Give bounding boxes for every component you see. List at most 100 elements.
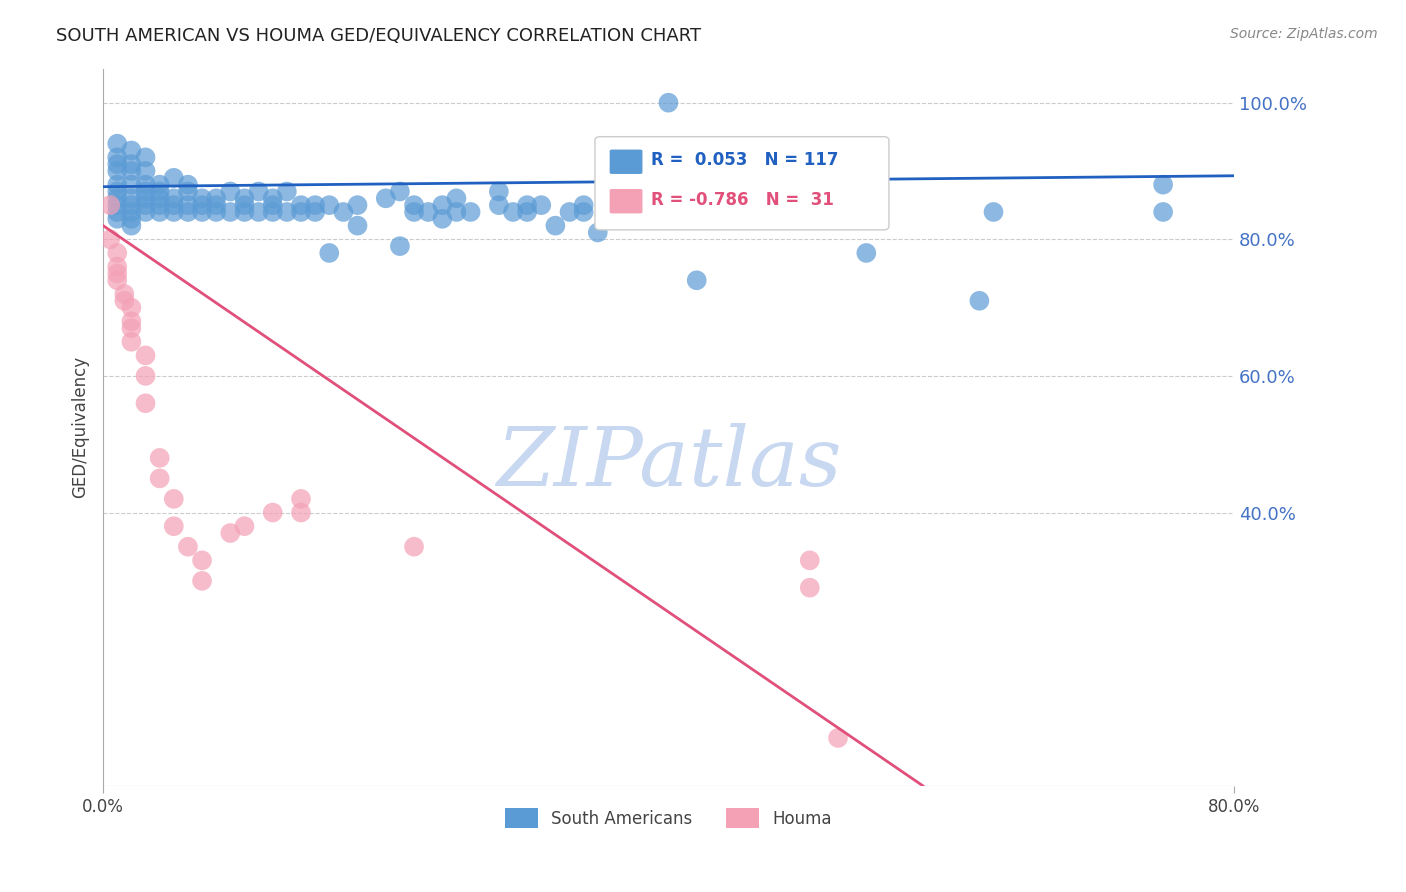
Point xyxy=(105,191,128,205)
Point xyxy=(135,396,157,410)
FancyBboxPatch shape xyxy=(610,150,643,174)
Point xyxy=(558,205,581,219)
Point xyxy=(219,185,242,199)
Point xyxy=(418,205,440,219)
Point xyxy=(177,205,200,219)
Point xyxy=(163,191,186,205)
Point xyxy=(304,205,326,219)
Point xyxy=(983,205,1005,219)
Point xyxy=(969,293,991,308)
Point xyxy=(135,164,157,178)
Point xyxy=(135,198,157,212)
Point xyxy=(460,205,482,219)
Point xyxy=(262,191,284,205)
Point xyxy=(488,198,510,212)
Point xyxy=(105,150,128,164)
Point xyxy=(247,185,270,199)
Point xyxy=(318,246,340,260)
Point xyxy=(191,574,214,588)
Point xyxy=(247,205,270,219)
Point xyxy=(163,491,186,506)
Point xyxy=(432,198,454,212)
Point xyxy=(149,198,172,212)
Point xyxy=(120,301,142,315)
Point xyxy=(233,205,256,219)
Point xyxy=(530,198,553,212)
Point xyxy=(262,506,284,520)
Point xyxy=(191,205,214,219)
Point xyxy=(855,246,877,260)
Point xyxy=(105,198,128,212)
Point xyxy=(219,526,242,541)
Point xyxy=(120,178,142,192)
Point xyxy=(120,205,142,219)
Point xyxy=(105,178,128,192)
Point xyxy=(120,219,142,233)
Point xyxy=(149,178,172,192)
Point xyxy=(290,205,312,219)
Point xyxy=(388,239,411,253)
Point xyxy=(586,226,609,240)
Point xyxy=(290,198,312,212)
Point xyxy=(105,136,128,151)
Point xyxy=(799,553,821,567)
Y-axis label: GED/Equivalency: GED/Equivalency xyxy=(72,356,89,499)
Point xyxy=(120,198,142,212)
Point xyxy=(105,211,128,226)
Point xyxy=(446,205,468,219)
Point xyxy=(120,321,142,335)
Point xyxy=(135,178,157,192)
Point xyxy=(205,191,228,205)
Point xyxy=(233,519,256,533)
Point xyxy=(112,287,135,301)
Point xyxy=(488,185,510,199)
Point xyxy=(402,205,425,219)
Point xyxy=(120,334,142,349)
Point xyxy=(177,178,200,192)
Point xyxy=(262,205,284,219)
Point xyxy=(149,185,172,199)
FancyBboxPatch shape xyxy=(595,136,889,230)
Point xyxy=(149,191,172,205)
Point xyxy=(98,198,121,212)
Point xyxy=(402,198,425,212)
Point xyxy=(135,191,157,205)
Point xyxy=(572,198,595,212)
Point xyxy=(544,219,567,233)
Point xyxy=(135,368,157,383)
Point xyxy=(205,205,228,219)
Point xyxy=(827,731,849,745)
Point xyxy=(177,185,200,199)
Point xyxy=(120,211,142,226)
Point xyxy=(135,205,157,219)
Point xyxy=(332,205,354,219)
Point xyxy=(276,205,298,219)
Point xyxy=(191,553,214,567)
Point xyxy=(262,198,284,212)
Point xyxy=(516,205,538,219)
Point xyxy=(163,170,186,185)
Point xyxy=(572,205,595,219)
Point xyxy=(120,314,142,328)
Point xyxy=(388,185,411,199)
Point xyxy=(432,211,454,226)
Point xyxy=(105,185,128,199)
Point xyxy=(233,198,256,212)
Point xyxy=(120,144,142,158)
Point xyxy=(799,191,821,205)
FancyBboxPatch shape xyxy=(610,189,643,213)
Point xyxy=(177,540,200,554)
Point xyxy=(120,191,142,205)
Point xyxy=(105,273,128,287)
Point xyxy=(135,185,157,199)
Point xyxy=(304,198,326,212)
Point xyxy=(686,273,709,287)
Point xyxy=(516,198,538,212)
Text: SOUTH AMERICAN VS HOUMA GED/EQUIVALENCY CORRELATION CHART: SOUTH AMERICAN VS HOUMA GED/EQUIVALENCY … xyxy=(56,27,702,45)
Point xyxy=(191,191,214,205)
Point xyxy=(177,198,200,212)
Point xyxy=(149,450,172,465)
Point xyxy=(105,267,128,281)
Point xyxy=(628,205,651,219)
Point xyxy=(374,191,396,205)
